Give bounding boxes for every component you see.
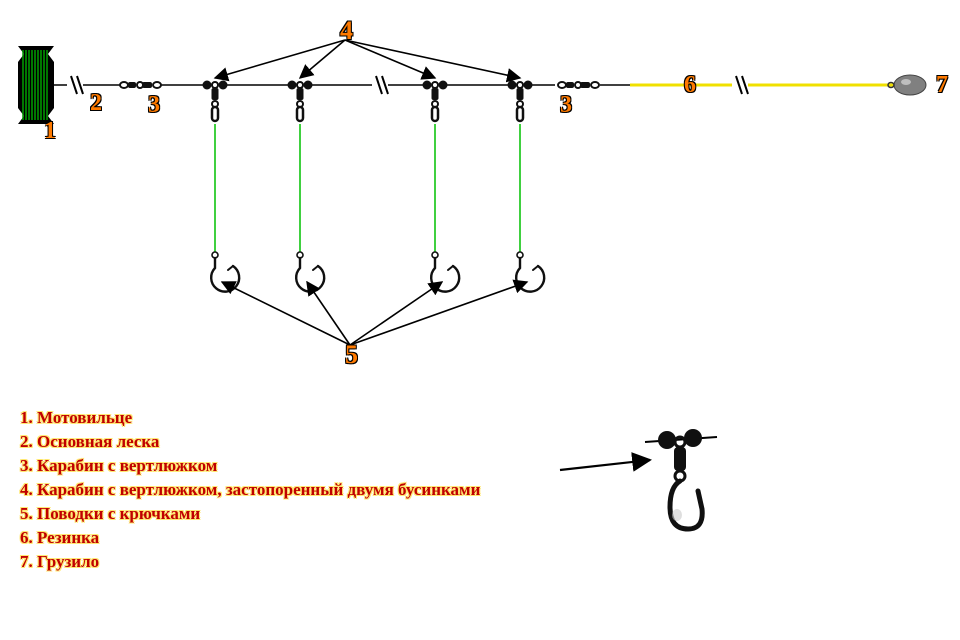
legend-7: 7. Грузило [20,552,99,572]
callout-6: 6 [684,72,696,99]
callout-4: 4 [340,16,353,46]
legend-2: 2. Основная леска [20,432,159,452]
legend-1: 1. Мотовильце [20,408,132,428]
callout-3b: 3 [560,92,572,119]
callout-3a: 3 [148,92,160,119]
callout-1: 1 [44,118,56,145]
legend-4: 4. Карабин с вертлюжком, застопоренный д… [20,480,480,500]
legend-3: 3. Карабин с вертлюжком [20,456,217,476]
legend-5: 5. Поводки с крючками [20,504,200,524]
callout-7: 7 [936,72,948,99]
callout-5: 5 [345,340,358,370]
callout-2: 2 [90,90,102,117]
legend-6: 6. Резинка [20,528,99,548]
